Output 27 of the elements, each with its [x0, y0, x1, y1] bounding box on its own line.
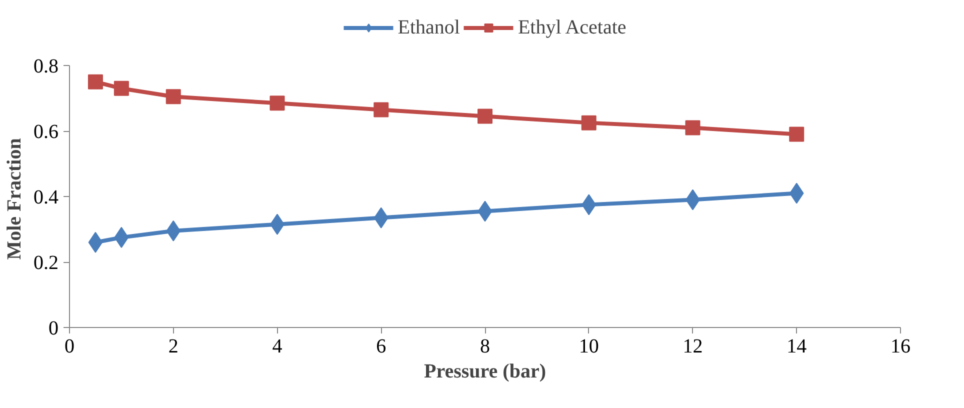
x-tick-label: 12 [682, 336, 703, 358]
x-tick-label: 10 [578, 336, 599, 358]
x-tick-label: 16 [890, 336, 910, 358]
legend-label: Ethanol [398, 16, 460, 39]
x-tick-label: 4 [272, 336, 282, 358]
point [88, 74, 103, 90]
point [478, 108, 492, 124]
point [114, 80, 129, 96]
x-tick-label: 14 [786, 336, 807, 358]
y-tick-label: 0 [48, 318, 58, 340]
point [374, 102, 389, 118]
x-axis-title: Pressure (bar) [424, 360, 546, 382]
y-axis-title: Mole Fraction [4, 138, 26, 260]
y-tick-label: 0.8 [34, 56, 58, 78]
point [685, 120, 700, 136]
point [789, 126, 804, 142]
x-tick-label: 0 [64, 336, 74, 358]
x-tick-label: 2 [168, 336, 178, 358]
x-tick-label: 8 [480, 336, 490, 358]
point [270, 96, 285, 111]
y-tick-label: 0.2 [34, 252, 58, 274]
y-tick-label: 0.6 [34, 121, 58, 143]
y-tick-label: 0.4 [34, 186, 58, 208]
point [581, 115, 596, 130]
x-tick-label: 6 [376, 336, 386, 358]
point [166, 89, 181, 104]
legend-label: Ethyl Acetate [518, 16, 626, 39]
